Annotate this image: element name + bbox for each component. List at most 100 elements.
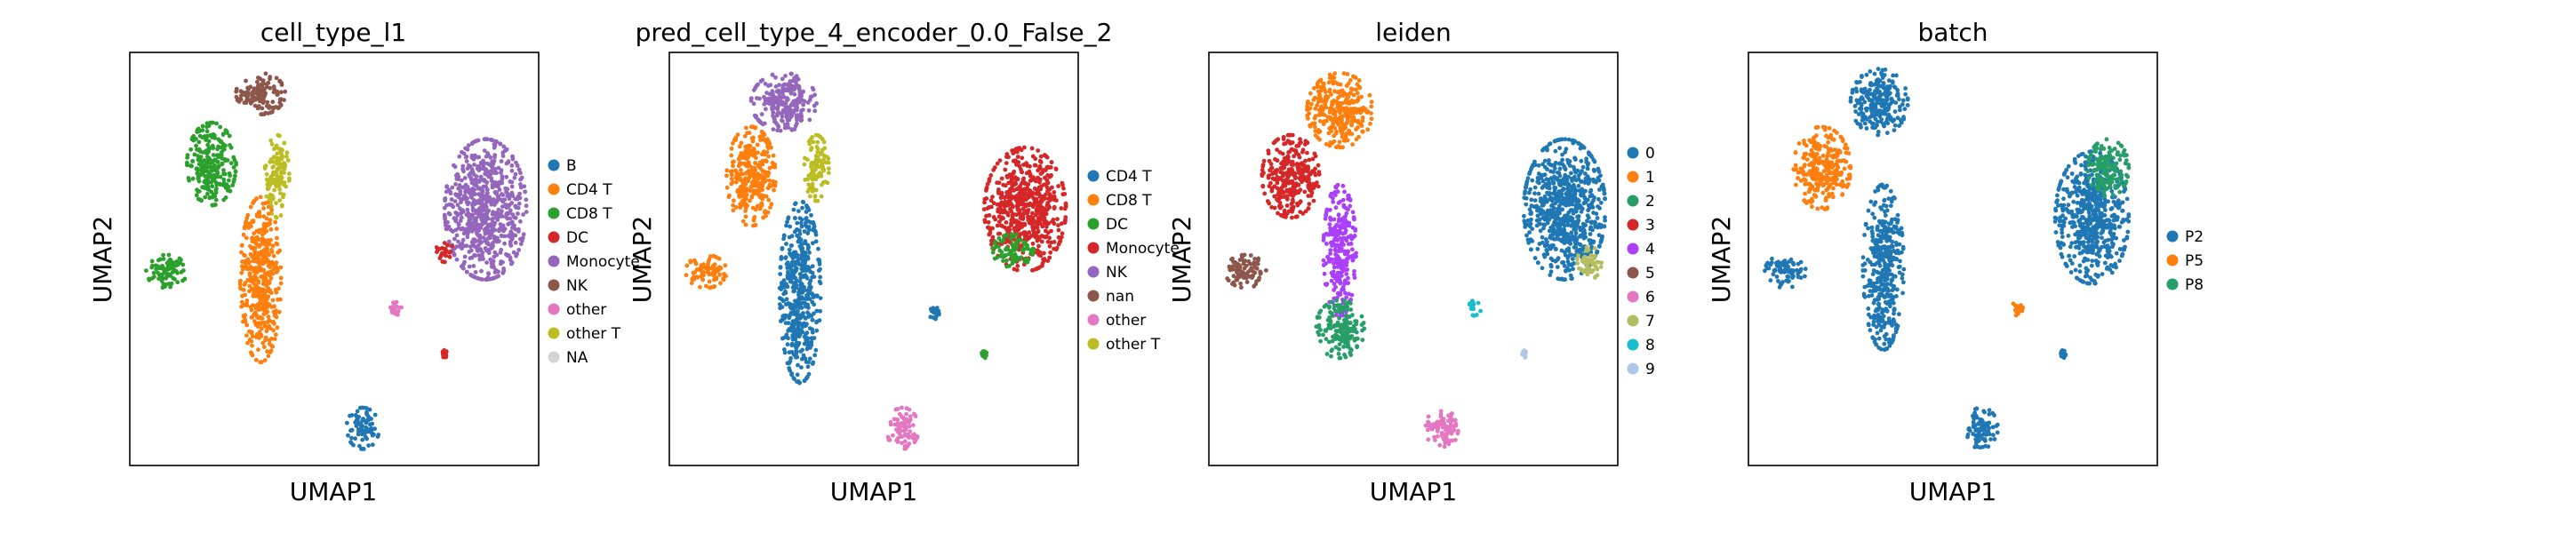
data-point bbox=[1367, 92, 1372, 98]
data-point bbox=[986, 219, 991, 225]
data-point bbox=[810, 181, 815, 187]
data-point bbox=[282, 140, 287, 146]
data-point bbox=[260, 201, 266, 206]
data-point bbox=[516, 211, 520, 216]
data-point bbox=[447, 211, 452, 217]
data-point bbox=[209, 179, 214, 185]
data-point bbox=[794, 266, 799, 271]
data-point bbox=[937, 312, 941, 316]
data-point bbox=[1298, 199, 1303, 204]
data-point bbox=[250, 94, 255, 99]
data-point bbox=[1350, 253, 1356, 259]
data-point bbox=[255, 302, 260, 307]
data-point bbox=[1061, 186, 1066, 191]
data-point bbox=[1316, 135, 1320, 140]
data-point bbox=[1268, 162, 1274, 167]
data-point bbox=[508, 258, 513, 262]
data-point bbox=[1294, 214, 1300, 219]
data-point bbox=[500, 270, 506, 275]
data-point bbox=[1260, 184, 1266, 189]
data-point bbox=[806, 208, 812, 212]
data-point bbox=[794, 113, 799, 118]
data-point bbox=[267, 182, 271, 187]
data-point bbox=[484, 213, 489, 219]
data-point bbox=[1053, 166, 1059, 171]
data-point bbox=[452, 199, 458, 204]
data-point bbox=[275, 325, 280, 330]
data-point bbox=[491, 220, 495, 225]
data-point bbox=[276, 297, 280, 302]
data-point bbox=[274, 314, 279, 320]
data-point bbox=[1043, 235, 1048, 240]
data-point bbox=[494, 171, 499, 176]
data-point bbox=[708, 254, 713, 259]
data-point bbox=[363, 434, 368, 439]
data-point bbox=[1324, 261, 1328, 266]
data-point bbox=[1287, 149, 1292, 155]
data-point bbox=[274, 332, 278, 338]
data-point bbox=[1282, 165, 1287, 171]
data-point bbox=[771, 127, 776, 132]
data-point bbox=[270, 298, 276, 303]
data-point bbox=[1353, 319, 1357, 323]
data-point bbox=[738, 205, 743, 210]
data-point bbox=[237, 282, 243, 287]
data-point bbox=[1321, 238, 1326, 243]
data-point bbox=[204, 179, 209, 184]
data-point bbox=[1278, 170, 1284, 175]
data-point bbox=[258, 360, 263, 365]
data-point bbox=[1337, 315, 1341, 321]
data-point bbox=[1360, 338, 1365, 343]
data-point bbox=[1056, 184, 1060, 188]
data-point bbox=[997, 219, 1002, 225]
data-point bbox=[1006, 199, 1012, 203]
data-point bbox=[268, 138, 274, 143]
data-point bbox=[904, 417, 909, 422]
data-point bbox=[1004, 194, 1009, 199]
data-point bbox=[723, 263, 728, 268]
data-point bbox=[1007, 264, 1012, 268]
data-point bbox=[261, 112, 267, 116]
data-point bbox=[1344, 313, 1348, 318]
data-point bbox=[792, 216, 797, 220]
data-point bbox=[277, 148, 283, 154]
data-point bbox=[456, 239, 460, 244]
data-point bbox=[1346, 242, 1351, 247]
data-point bbox=[468, 244, 473, 249]
data-point bbox=[445, 219, 450, 225]
data-point bbox=[489, 243, 494, 248]
data-point bbox=[276, 309, 282, 314]
data-point bbox=[787, 235, 792, 240]
data-point bbox=[252, 103, 258, 108]
data-point bbox=[808, 194, 812, 199]
data-point bbox=[724, 168, 730, 173]
data-point bbox=[245, 340, 250, 346]
data-point bbox=[470, 192, 476, 197]
data-point bbox=[248, 204, 253, 210]
data-point bbox=[270, 320, 275, 324]
data-point bbox=[516, 201, 522, 206]
data-point bbox=[1284, 203, 1290, 208]
data-point bbox=[264, 329, 269, 334]
data-point bbox=[1332, 139, 1337, 144]
data-point bbox=[772, 187, 776, 193]
data-point bbox=[759, 203, 764, 208]
data-point bbox=[365, 428, 370, 434]
data-point bbox=[787, 366, 792, 370]
data-point bbox=[478, 187, 484, 193]
data-point bbox=[1318, 308, 1324, 314]
data-point bbox=[1028, 192, 1033, 197]
data-point bbox=[495, 218, 500, 222]
data-point bbox=[491, 210, 496, 215]
data-point bbox=[790, 319, 796, 324]
data-point bbox=[484, 248, 489, 253]
data-point bbox=[238, 278, 243, 283]
data-point bbox=[1348, 234, 1354, 238]
data-point bbox=[1340, 231, 1345, 236]
data-point bbox=[1350, 210, 1356, 215]
data-point bbox=[1022, 187, 1027, 192]
data-point bbox=[787, 315, 792, 321]
data-point bbox=[1336, 303, 1340, 307]
data-point bbox=[743, 153, 748, 157]
data-point bbox=[1332, 89, 1337, 94]
